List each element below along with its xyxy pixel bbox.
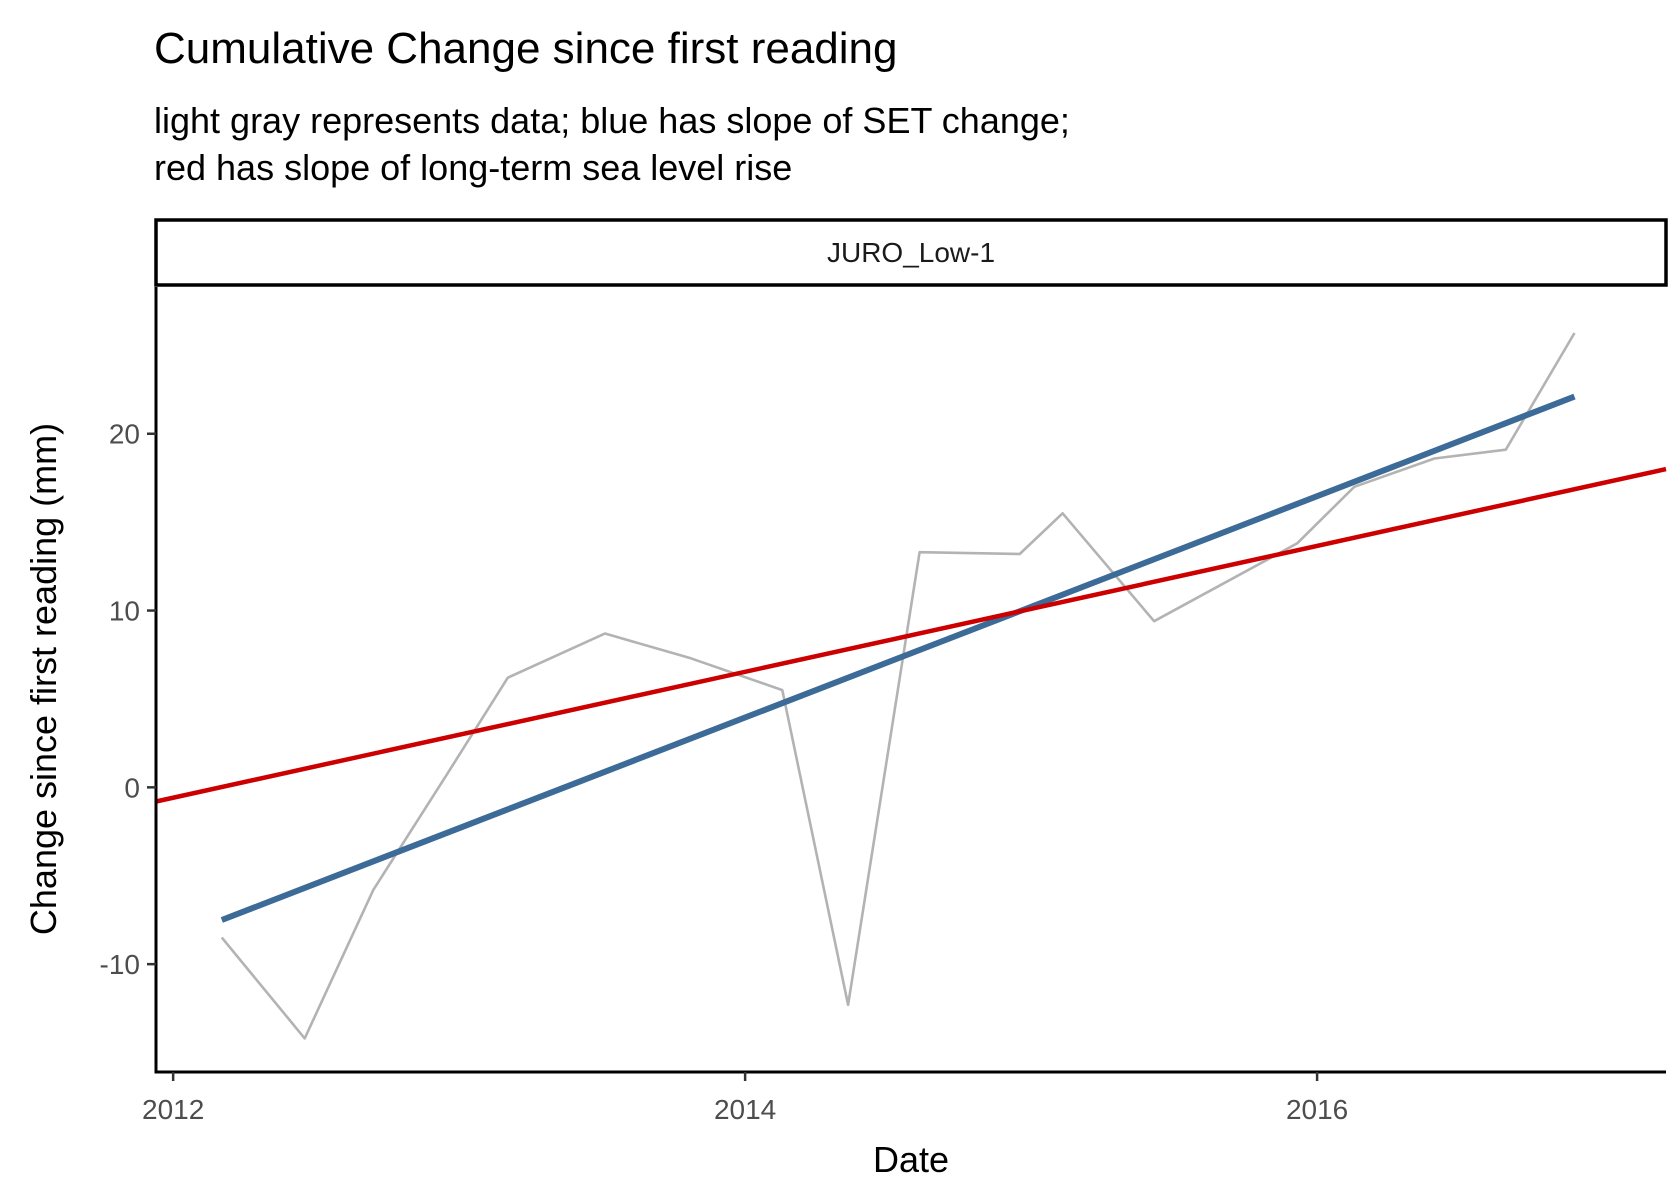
series-line-2 bbox=[220, 393, 1576, 923]
axis-ticks: -10 0 10 20 2012 2014 2016 bbox=[100, 419, 1349, 1125]
y-tick-label: 20 bbox=[109, 419, 140, 450]
chart-subtitle-line-2: red has slope of long-term sea level ris… bbox=[154, 147, 792, 188]
x-axis-title: Date bbox=[873, 1139, 949, 1180]
chart-subtitle-line-1: light gray represents data; blue has slo… bbox=[154, 100, 1070, 141]
x-tick-label: 2016 bbox=[1286, 1094, 1348, 1125]
y-tick-label: -10 bbox=[100, 949, 140, 980]
x-tick-label: 2014 bbox=[714, 1094, 776, 1125]
chart-title: Cumulative Change since first reading bbox=[154, 24, 898, 73]
facet-strip bbox=[154, 218, 1668, 287]
series-line-1 bbox=[220, 332, 1576, 1040]
plot-area bbox=[155, 332, 1667, 1040]
y-tick-label: 10 bbox=[109, 596, 140, 627]
y-axis-title: Change since first reading (mm) bbox=[23, 423, 64, 935]
facet-strip-label: JURO_Low-1 bbox=[827, 237, 995, 268]
x-tick-label: 2012 bbox=[142, 1094, 204, 1125]
y-tick-label: 0 bbox=[124, 772, 140, 803]
series-line-3 bbox=[155, 466, 1667, 804]
